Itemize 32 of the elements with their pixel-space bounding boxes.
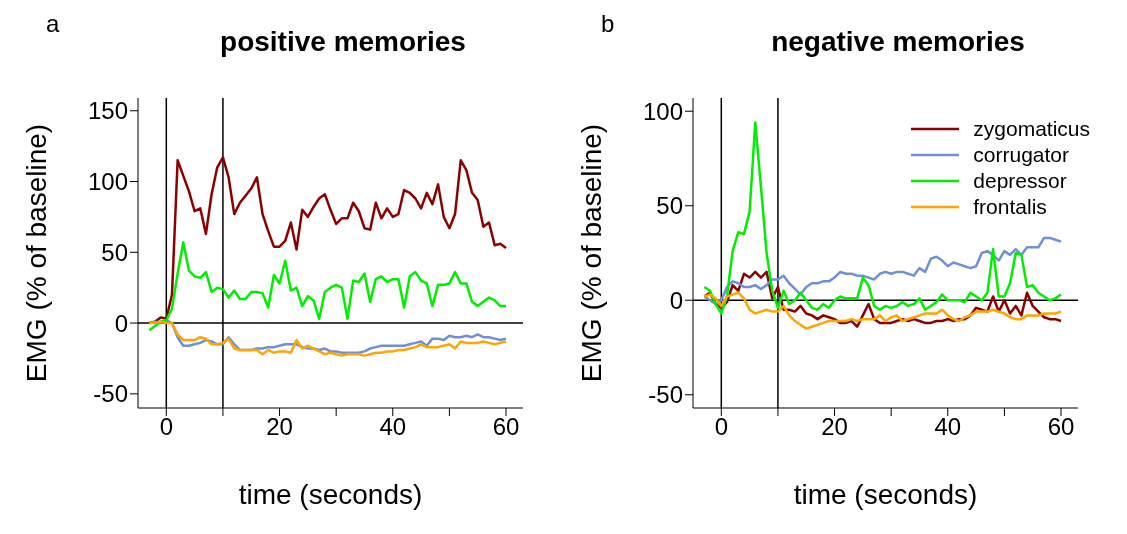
x-tick-label: 40 (379, 413, 407, 441)
legend-label: frontalis (973, 194, 1047, 220)
y-tick-label: -50 (648, 381, 683, 409)
legend-label: corrugator (973, 142, 1069, 168)
y-tick-label: -50 (93, 380, 128, 408)
y-axis-title: EMG (% of baseline) (20, 123, 52, 383)
y-tick-label: 100 (642, 97, 683, 125)
line-series (148, 241, 508, 332)
y-axis-title: EMG (% of baseline) (575, 123, 607, 383)
legend-label: zygomaticus (973, 116, 1090, 142)
x-axis-title: time (seconds) (793, 479, 978, 510)
y-tick-label: 100 (87, 168, 128, 196)
x-tick-label: 20 (266, 413, 293, 441)
x-tick-label: 0 (714, 413, 728, 441)
x-axis-title: time (seconds) (238, 479, 423, 510)
chart-title: negative memories (770, 26, 1026, 58)
x-tick-label: 60 (1047, 413, 1075, 441)
x-tick-label: 0 (159, 413, 173, 441)
line-series (703, 291, 1063, 330)
y-tick-label: 150 (87, 97, 128, 125)
y-tick-label: 50 (656, 192, 683, 220)
text: b (601, 10, 615, 38)
line-series (703, 236, 1063, 306)
x-tick-label: 20 (821, 413, 848, 441)
legend-label: depressor (973, 168, 1067, 194)
x-tick-label: 40 (934, 413, 962, 441)
text: a (46, 10, 60, 38)
y-tick-label: 50 (101, 238, 128, 266)
y-tick-label: 0 (114, 309, 128, 337)
y-tick-label: 0 (669, 286, 683, 314)
x-tick-label: 60 (492, 413, 520, 441)
chart-title: positive memories (219, 26, 467, 58)
